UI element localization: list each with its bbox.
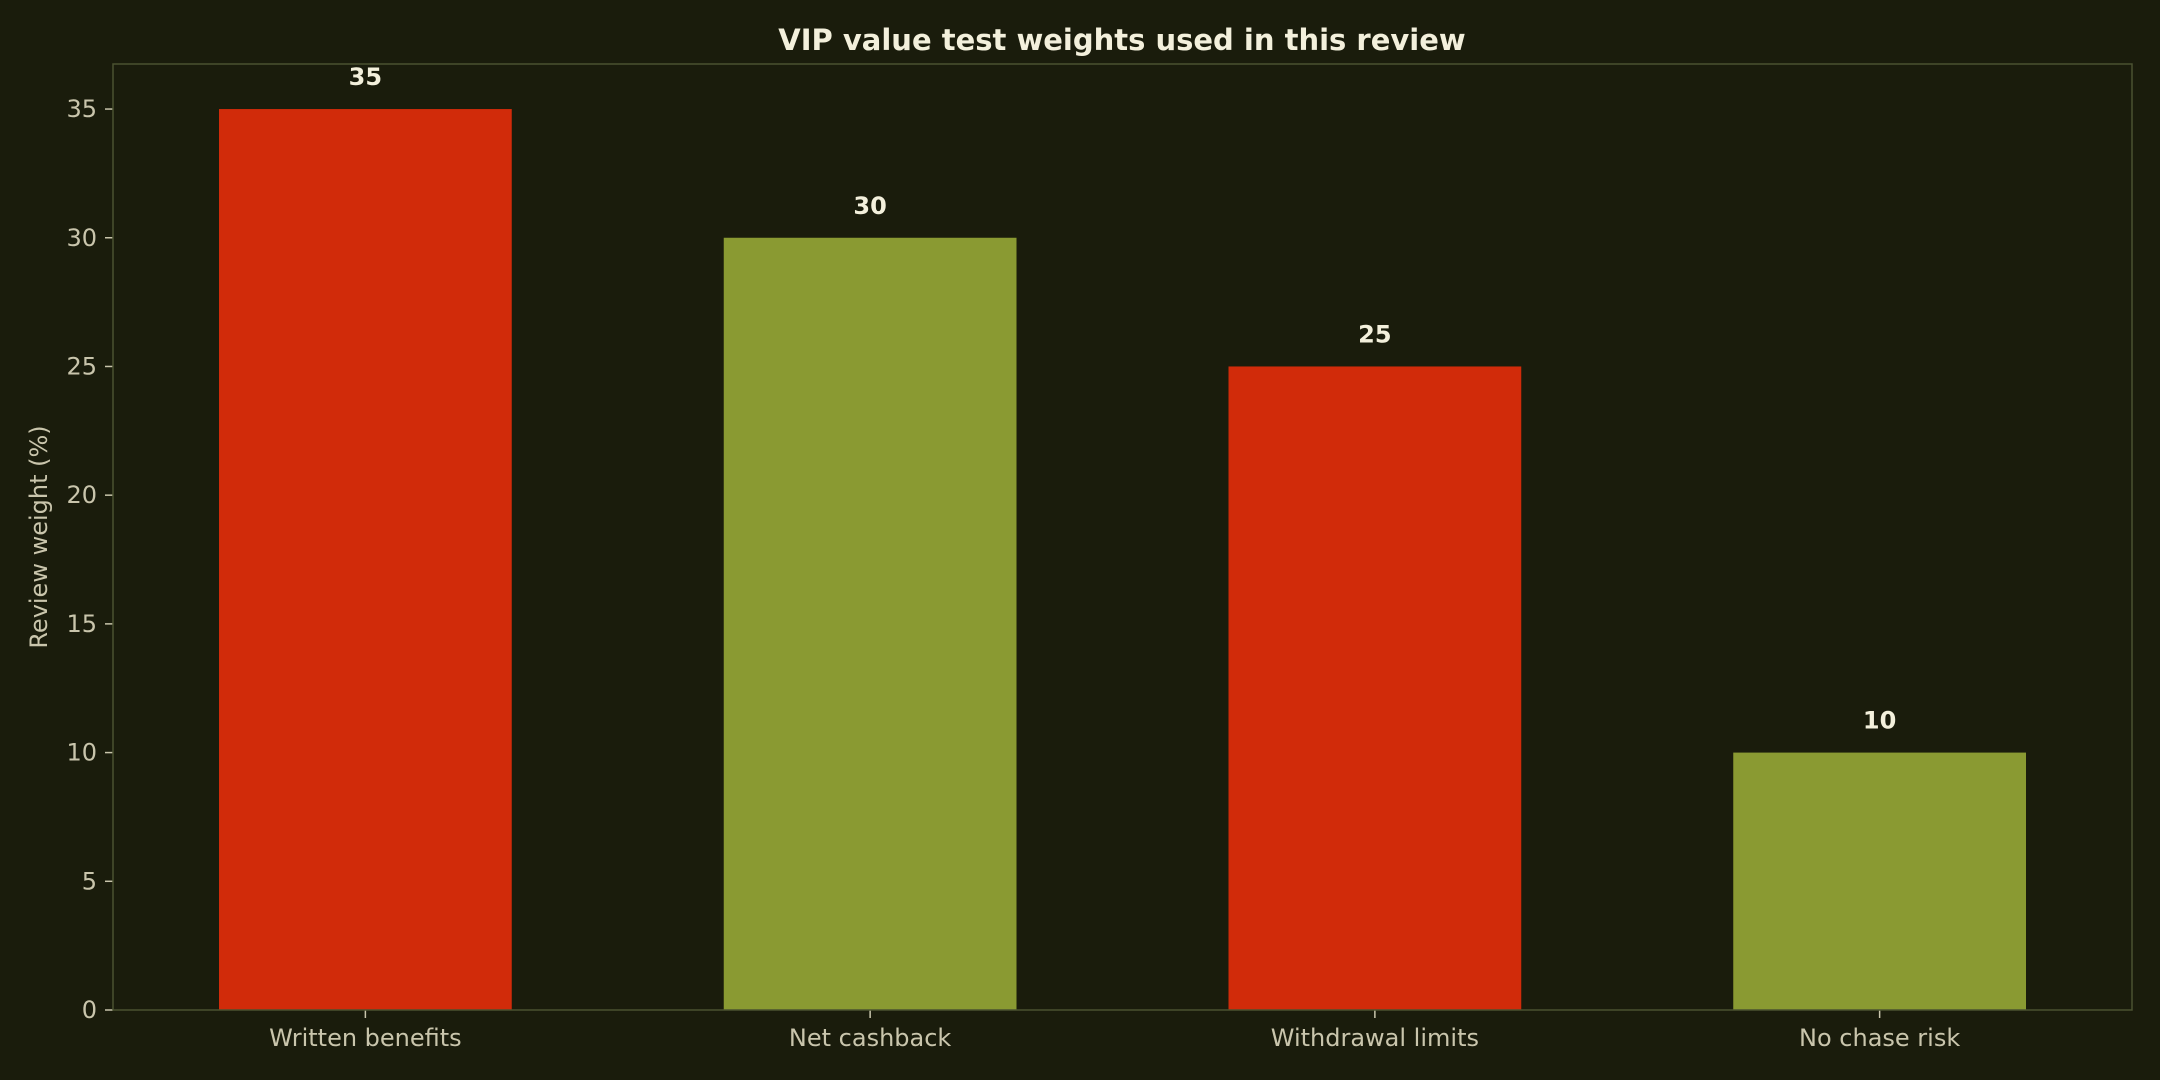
x-tick-label: No chase risk bbox=[1799, 1024, 1960, 1052]
x-tick-label: Withdrawal limits bbox=[1271, 1024, 1479, 1052]
x-tick-label: Written benefits bbox=[269, 1024, 462, 1052]
bar bbox=[723, 237, 1017, 1010]
x-tick-label: Net cashback bbox=[789, 1024, 952, 1052]
plot-frame bbox=[112, 63, 2133, 1011]
bar-value-label: 10 bbox=[1863, 707, 1896, 735]
bar bbox=[1228, 366, 1522, 1010]
y-tick-label: 0 bbox=[82, 996, 97, 1024]
y-tick-label: 15 bbox=[66, 610, 97, 638]
bar-value-label: 35 bbox=[349, 63, 382, 91]
bar-value-label: 25 bbox=[1358, 320, 1391, 348]
y-tick-label: 5 bbox=[82, 867, 97, 895]
y-tick-label: 25 bbox=[66, 352, 97, 380]
plot-area: 35 Written benefits 30 Net cashback 25 Withdr… bbox=[66, 63, 2133, 1052]
y-tick-label: 30 bbox=[66, 224, 97, 252]
y-tick-label: 10 bbox=[66, 739, 97, 767]
bar bbox=[1733, 752, 2027, 1010]
bar-value-label: 30 bbox=[853, 192, 886, 220]
y-tick-label: 35 bbox=[66, 95, 97, 123]
y-tick-label: 20 bbox=[66, 481, 97, 509]
chart-title: VIP value test weights used in this revi… bbox=[778, 23, 1465, 57]
y-axis-label: Review weight (%) bbox=[25, 425, 53, 648]
bar bbox=[218, 109, 512, 1011]
